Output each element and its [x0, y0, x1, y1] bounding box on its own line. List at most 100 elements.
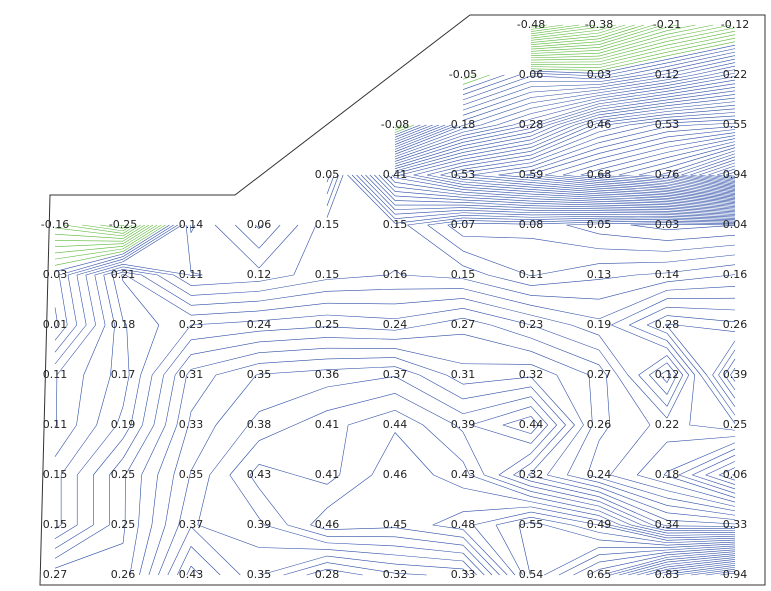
contour-line — [599, 540, 667, 545]
contour-line — [667, 109, 735, 115]
value-label: 0.76 — [655, 168, 680, 181]
value-label: -0.05 — [449, 68, 477, 81]
value-label: 0.25 — [111, 518, 136, 531]
contour-line — [599, 192, 667, 195]
contour-line — [55, 240, 123, 241]
value-label: 0.27 — [587, 368, 612, 381]
contour-line — [667, 546, 735, 550]
value-label: 0.15 — [315, 268, 340, 281]
value-label: 0.46 — [383, 468, 408, 481]
contour-line — [667, 38, 735, 52]
contour-line — [599, 203, 667, 205]
value-label: 0.16 — [383, 268, 408, 281]
value-label: 0.25 — [723, 418, 748, 431]
contour-line — [667, 213, 735, 216]
contour-line — [154, 375, 164, 425]
contour-line — [395, 537, 463, 545]
contour-line — [599, 94, 667, 104]
value-label: 0.32 — [519, 468, 544, 481]
contour-line — [463, 132, 531, 145]
contour-line — [531, 59, 599, 60]
value-labels: -0.48-0.38-0.21-0.12-0.050.060.030.120.2… — [41, 18, 749, 581]
contour-line — [463, 488, 531, 502]
value-label: 0.03 — [587, 68, 612, 81]
contour-chart: -0.48-0.38-0.21-0.12-0.050.060.030.120.2… — [0, 0, 771, 591]
value-label: 0.28 — [519, 118, 544, 131]
contour-line — [667, 532, 735, 533]
value-label: -0.25 — [109, 218, 137, 231]
contour-line — [463, 236, 531, 238]
contour-line — [667, 45, 735, 59]
contour-lines — [55, 25, 735, 575]
contour-line — [327, 289, 395, 291]
contour-line — [149, 525, 165, 575]
contour-line — [395, 334, 463, 339]
contour-line — [259, 548, 327, 550]
contour-line — [210, 425, 248, 475]
value-label: 0.83 — [655, 568, 680, 581]
contour-line — [259, 387, 327, 412]
contour-line — [327, 556, 395, 564]
contour-line — [628, 375, 667, 418]
contour-line — [97, 375, 111, 425]
contour-line — [599, 282, 667, 299]
contour-line — [463, 289, 531, 306]
contour-line — [327, 393, 395, 410]
value-label: 0.37 — [179, 518, 204, 531]
value-label: 0.18 — [111, 318, 136, 331]
contour-line — [667, 536, 735, 538]
value-label: 0.36 — [315, 368, 340, 381]
contour-line — [84, 325, 105, 375]
contour-line — [158, 525, 178, 575]
contour-line — [142, 375, 152, 425]
contour-line — [599, 83, 667, 93]
contour-line — [667, 148, 735, 168]
contour-line — [395, 201, 463, 203]
value-label: 0.54 — [519, 568, 544, 581]
contour-line — [690, 375, 695, 425]
contour-line — [667, 298, 735, 299]
contour-line — [667, 375, 689, 418]
value-label: 0.23 — [179, 318, 204, 331]
value-label: 0.65 — [587, 568, 612, 581]
contour-line — [259, 359, 327, 364]
contour-line — [395, 289, 463, 290]
contour-line — [165, 475, 173, 525]
contour-line — [531, 42, 599, 47]
value-label: 0.17 — [111, 368, 136, 381]
contour-line — [395, 208, 463, 210]
value-label: 0.31 — [451, 368, 476, 381]
value-label: 0.23 — [519, 318, 544, 331]
value-label: 0.37 — [383, 368, 408, 381]
contour-line — [327, 543, 395, 546]
value-label: 0.11 — [179, 268, 204, 281]
contour-line — [531, 45, 599, 50]
contour-line — [599, 201, 667, 203]
value-label: 0.14 — [179, 218, 204, 231]
contour-line — [667, 538, 735, 540]
contour-line — [215, 225, 259, 268]
contour-line — [531, 56, 599, 58]
value-label: 0.04 — [723, 218, 748, 231]
value-label: 0.11 — [43, 418, 68, 431]
value-label: 0.35 — [247, 368, 272, 381]
value-label: 0.35 — [247, 568, 272, 581]
value-label: 0.15 — [451, 268, 476, 281]
contour-line — [531, 96, 599, 109]
value-label: 0.15 — [43, 518, 68, 531]
value-label: 0.18 — [655, 468, 680, 481]
contour-line — [95, 275, 105, 325]
value-label: 0.08 — [519, 218, 544, 231]
contour-line — [141, 325, 159, 375]
value-label: 0.45 — [383, 518, 408, 531]
value-label: 0.46 — [315, 518, 340, 531]
value-label: 0.12 — [247, 268, 272, 281]
contour-line — [77, 375, 84, 425]
value-label: 0.59 — [519, 168, 544, 181]
contour-line — [667, 49, 735, 63]
contour-line — [191, 291, 259, 295]
contour-line — [463, 190, 531, 194]
contour-line — [294, 225, 316, 275]
contour-line — [531, 208, 599, 209]
contour-line — [599, 211, 667, 212]
